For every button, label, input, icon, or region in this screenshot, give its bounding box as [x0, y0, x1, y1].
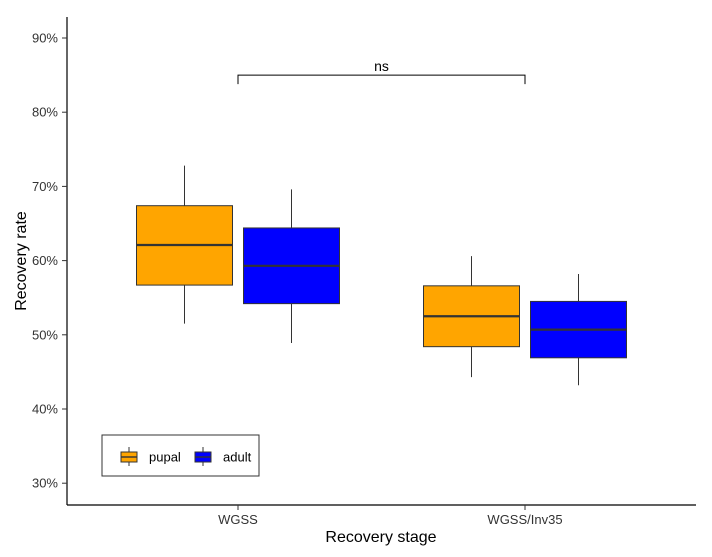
y-tick-label: 70% — [32, 179, 58, 194]
x-axis-ticks: WGSS WGSS/Inv35 — [218, 505, 563, 527]
box-layer — [136, 165, 627, 386]
x-axis-title: Recovery stage — [325, 529, 436, 546]
y-tick-label: 40% — [32, 402, 58, 417]
legend: pupal adult — [101, 434, 260, 477]
y-tick-label: 80% — [32, 105, 58, 120]
box-pupal — [136, 165, 233, 324]
y-axis-title: Recovery rate — [13, 211, 30, 311]
x-tick-label: WGSS/Inv35 — [487, 512, 562, 527]
y-axis-ticks: 30% 40% 50% 60% 70% 80% 90% — [32, 31, 67, 491]
y-tick-label: 90% — [32, 31, 58, 46]
box-pupal — [423, 256, 520, 378]
y-tick-label: 50% — [32, 327, 58, 342]
y-tick-label: 60% — [32, 253, 58, 268]
box-adult — [530, 273, 627, 386]
bracket-label: ns — [374, 58, 389, 74]
y-tick-label: 30% — [32, 476, 58, 491]
legend-label-pupal: pupal — [149, 450, 181, 465]
bracket-line — [237, 74, 526, 85]
x-tick-label: WGSS — [218, 512, 258, 527]
legend-label-adult: adult — [223, 450, 252, 465]
significance-bracket: ns — [237, 58, 526, 85]
box-adult — [243, 189, 340, 343]
